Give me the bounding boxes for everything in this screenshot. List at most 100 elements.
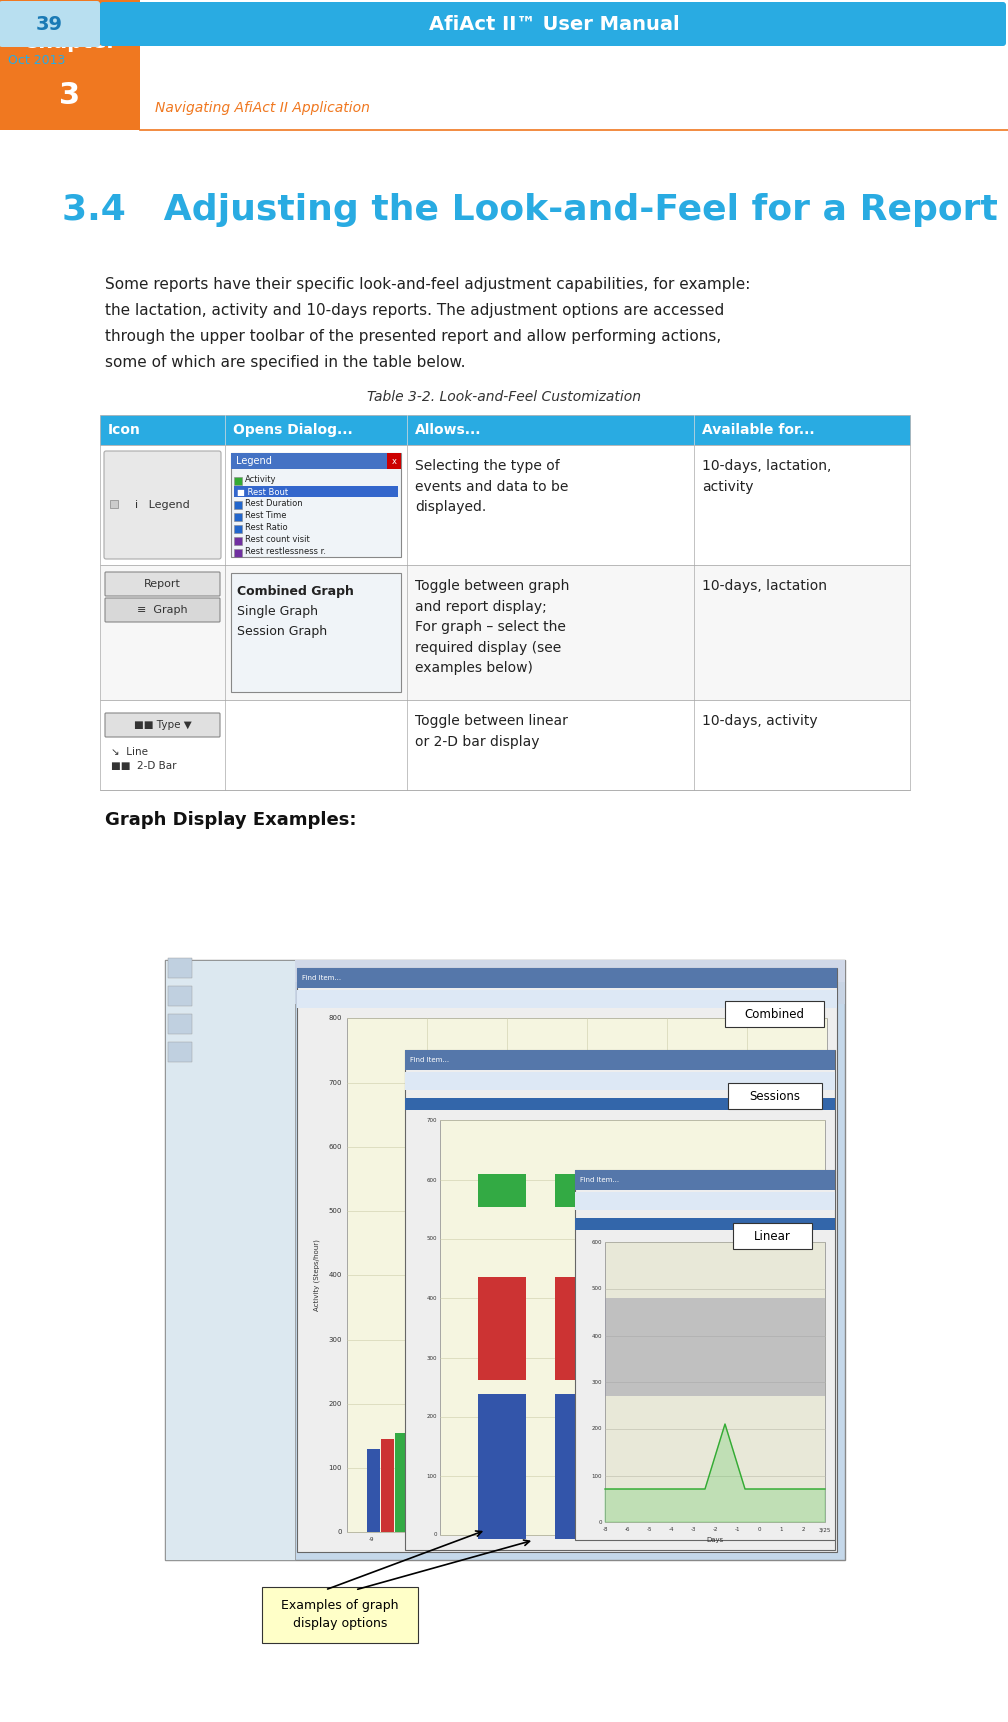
Text: -4: -4 xyxy=(608,1538,614,1541)
FancyBboxPatch shape xyxy=(104,451,221,560)
Bar xyxy=(110,499,118,508)
Text: 600: 600 xyxy=(592,1240,602,1245)
Bar xyxy=(367,1448,380,1533)
Text: 100: 100 xyxy=(426,1474,437,1479)
Bar xyxy=(165,959,845,1560)
Bar xyxy=(463,1436,476,1533)
Text: 10-days, activity: 10-days, activity xyxy=(702,715,817,728)
Text: 3: 3 xyxy=(59,81,81,110)
Bar xyxy=(168,957,192,978)
Bar xyxy=(440,1119,825,1534)
Text: 1: 1 xyxy=(779,1527,783,1533)
Bar xyxy=(234,549,242,556)
Bar xyxy=(295,959,845,982)
Text: 39: 39 xyxy=(35,14,62,33)
Text: 300: 300 xyxy=(426,1355,437,1360)
Bar xyxy=(295,982,845,1004)
Text: Report: Report xyxy=(144,579,181,589)
Bar xyxy=(478,1395,526,1539)
Text: -3: -3 xyxy=(690,1527,696,1533)
FancyBboxPatch shape xyxy=(262,1588,418,1643)
Text: -6: -6 xyxy=(624,1527,630,1533)
Bar xyxy=(405,1050,835,1550)
Polygon shape xyxy=(605,1424,825,1522)
Text: -1: -1 xyxy=(752,1538,758,1541)
Text: 0: 0 xyxy=(757,1527,761,1533)
Bar xyxy=(100,415,910,444)
Text: -2: -2 xyxy=(713,1527,718,1533)
Text: 700: 700 xyxy=(329,1080,342,1087)
Text: 0: 0 xyxy=(338,1529,342,1534)
Text: 0: 0 xyxy=(801,1538,804,1541)
Text: 500: 500 xyxy=(426,1236,437,1242)
Bar xyxy=(707,1448,720,1533)
Text: Activity (Steps/hour): Activity (Steps/hour) xyxy=(313,1240,321,1310)
Bar xyxy=(605,1298,825,1397)
Text: Icon: Icon xyxy=(108,424,141,437)
Text: Sessions: Sessions xyxy=(750,1090,800,1102)
Bar xyxy=(721,1446,734,1533)
Bar xyxy=(709,1174,757,1207)
Text: 200: 200 xyxy=(592,1426,602,1431)
Text: Single Graph: Single Graph xyxy=(237,604,318,618)
Bar xyxy=(555,1395,603,1539)
FancyBboxPatch shape xyxy=(733,1223,812,1248)
Bar xyxy=(531,1440,544,1533)
Text: Table 3-2. Look-and-Feel Customization: Table 3-2. Look-and-Feel Customization xyxy=(367,389,641,405)
Bar xyxy=(405,1050,835,1069)
Text: some of which are specified in the table below.: some of which are specified in the table… xyxy=(105,355,466,370)
Text: 500: 500 xyxy=(329,1209,342,1214)
Text: -4: -4 xyxy=(668,1527,673,1533)
Bar xyxy=(405,1099,835,1111)
Text: 10-days, lactation,
activity: 10-days, lactation, activity xyxy=(702,460,832,494)
Text: 0: 0 xyxy=(433,1533,437,1538)
Text: ■■  2-D Bar: ■■ 2-D Bar xyxy=(111,761,176,771)
Text: Chapter: Chapter xyxy=(23,33,117,52)
Bar xyxy=(555,1174,603,1207)
Text: -5: -5 xyxy=(646,1527,652,1533)
Text: the lactation, activity and 10-days reports. The adjustment options are accessed: the lactation, activity and 10-days repo… xyxy=(105,303,725,319)
Bar xyxy=(381,1440,394,1533)
Text: Some reports have their specific look-and-feel adjustment capabilities, for exam: Some reports have their specific look-an… xyxy=(105,277,750,293)
Text: Rest Time: Rest Time xyxy=(245,511,286,520)
Text: Graph Display Examples:: Graph Display Examples: xyxy=(105,811,357,828)
FancyBboxPatch shape xyxy=(105,713,220,737)
Bar xyxy=(234,477,242,486)
Bar xyxy=(517,1455,530,1533)
Text: Toggle between graph
and report display;
For graph – select the
required display: Toggle between graph and report display;… xyxy=(415,579,570,675)
Text: i   Legend: i Legend xyxy=(135,499,190,510)
Text: Examples of graph
display options: Examples of graph display options xyxy=(281,1600,399,1631)
Bar xyxy=(234,537,242,544)
Bar xyxy=(575,1169,835,1539)
Bar xyxy=(347,1018,827,1533)
Bar xyxy=(297,968,837,988)
Text: 3.4   Adjusting the Look-and-Feel for a Report: 3.4 Adjusting the Look-and-Feel for a Re… xyxy=(62,193,998,227)
Bar xyxy=(478,1174,526,1207)
Bar xyxy=(100,565,910,701)
Text: through the upper toolbar of the presented report and allow performing actions,: through the upper toolbar of the present… xyxy=(105,329,722,344)
Text: 600: 600 xyxy=(329,1143,342,1150)
Text: 400: 400 xyxy=(592,1333,602,1338)
Text: Allows...: Allows... xyxy=(415,424,482,437)
Bar xyxy=(165,959,295,1560)
Text: Rest Duration: Rest Duration xyxy=(245,499,302,508)
Text: 400: 400 xyxy=(329,1273,342,1278)
Text: Find Item...: Find Item... xyxy=(302,975,341,982)
FancyBboxPatch shape xyxy=(105,572,220,596)
Bar xyxy=(503,1429,516,1533)
Text: Available for...: Available for... xyxy=(702,424,814,437)
FancyBboxPatch shape xyxy=(231,453,401,556)
Text: 500: 500 xyxy=(592,1286,602,1292)
Text: 0: 0 xyxy=(599,1519,602,1524)
Text: 100: 100 xyxy=(592,1474,602,1479)
Bar xyxy=(667,1443,680,1533)
Text: -8: -8 xyxy=(416,1538,421,1541)
Text: -8: -8 xyxy=(602,1527,608,1533)
Text: ↘  Line: ↘ Line xyxy=(111,747,148,758)
FancyBboxPatch shape xyxy=(100,2,1006,46)
Bar xyxy=(234,486,398,498)
Text: 700: 700 xyxy=(426,1118,437,1123)
Text: Linear: Linear xyxy=(754,1230,791,1243)
FancyBboxPatch shape xyxy=(231,573,401,692)
Bar xyxy=(395,1433,408,1533)
